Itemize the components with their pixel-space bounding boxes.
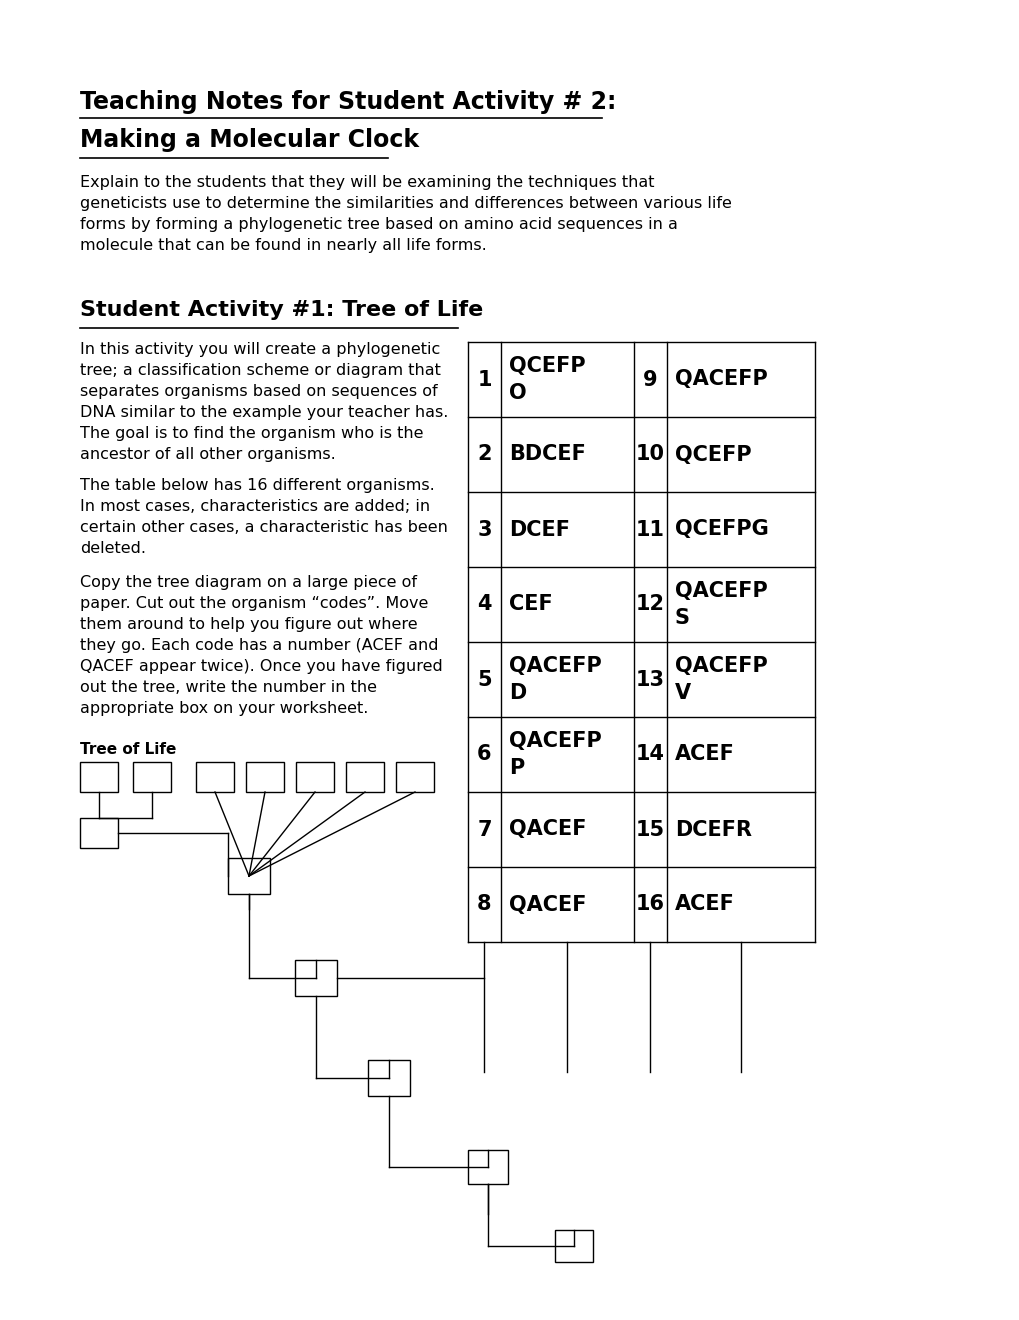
Text: 1: 1 bbox=[477, 370, 491, 389]
Text: QCEFP
O: QCEFP O bbox=[508, 356, 585, 403]
Text: 16: 16 bbox=[636, 895, 664, 915]
Text: 7: 7 bbox=[477, 820, 491, 840]
Text: QACEFP
D: QACEFP D bbox=[508, 656, 601, 702]
Text: 9: 9 bbox=[643, 370, 657, 389]
Text: 5: 5 bbox=[477, 669, 491, 689]
Bar bbox=[246, 762, 283, 792]
Bar bbox=[132, 762, 171, 792]
Text: 10: 10 bbox=[636, 445, 664, 465]
Text: 11: 11 bbox=[636, 520, 664, 540]
Text: BDCEF: BDCEF bbox=[508, 445, 585, 465]
Text: QACEF: QACEF bbox=[508, 895, 586, 915]
Text: QCEFP: QCEFP bbox=[675, 445, 751, 465]
Text: QACEFP
S: QACEFP S bbox=[675, 581, 767, 628]
Text: ACEF: ACEF bbox=[675, 744, 734, 764]
Text: Copy the tree diagram on a large piece of
paper. Cut out the organism “codes”. M: Copy the tree diagram on a large piece o… bbox=[79, 576, 442, 715]
Bar bbox=[345, 762, 383, 792]
Text: QACEFP
V: QACEFP V bbox=[675, 656, 767, 702]
Text: Making a Molecular Clock: Making a Molecular Clock bbox=[79, 128, 419, 152]
Bar bbox=[554, 1230, 592, 1262]
Text: QCEFPG: QCEFPG bbox=[675, 520, 768, 540]
Text: Explain to the students that they will be examining the techniques that
genetici: Explain to the students that they will b… bbox=[79, 176, 732, 253]
Text: CEF: CEF bbox=[508, 594, 552, 615]
Text: 15: 15 bbox=[635, 820, 664, 840]
Text: 6: 6 bbox=[477, 744, 491, 764]
Bar bbox=[79, 818, 118, 847]
Text: DCEF: DCEF bbox=[508, 520, 570, 540]
Text: QACEF: QACEF bbox=[508, 820, 586, 840]
Bar bbox=[196, 762, 233, 792]
Text: 3: 3 bbox=[477, 520, 491, 540]
Bar bbox=[294, 960, 336, 997]
Text: QACEFP
P: QACEFP P bbox=[508, 731, 601, 777]
Bar bbox=[79, 762, 118, 792]
Text: 2: 2 bbox=[477, 445, 491, 465]
Text: 12: 12 bbox=[636, 594, 664, 615]
Bar bbox=[368, 1060, 410, 1096]
Bar bbox=[296, 762, 333, 792]
Text: Student Activity #1: Tree of Life: Student Activity #1: Tree of Life bbox=[79, 300, 483, 319]
Text: Teaching Notes for Student Activity # 2:: Teaching Notes for Student Activity # 2: bbox=[79, 90, 615, 114]
Text: The table below has 16 different organisms.
In most cases, characteristics are a: The table below has 16 different organis… bbox=[79, 478, 447, 556]
Text: 4: 4 bbox=[477, 594, 491, 615]
Bar bbox=[228, 858, 270, 894]
Text: 14: 14 bbox=[636, 744, 664, 764]
Text: QACEFP: QACEFP bbox=[675, 370, 767, 389]
Text: DCEFR: DCEFR bbox=[675, 820, 751, 840]
Text: 13: 13 bbox=[636, 669, 664, 689]
Bar bbox=[395, 762, 433, 792]
Text: ACEF: ACEF bbox=[675, 895, 734, 915]
Text: 8: 8 bbox=[477, 895, 491, 915]
Text: Tree of Life: Tree of Life bbox=[79, 742, 176, 756]
Bar bbox=[468, 1150, 507, 1184]
Text: In this activity you will create a phylogenetic
tree; a classification scheme or: In this activity you will create a phylo… bbox=[79, 342, 448, 462]
